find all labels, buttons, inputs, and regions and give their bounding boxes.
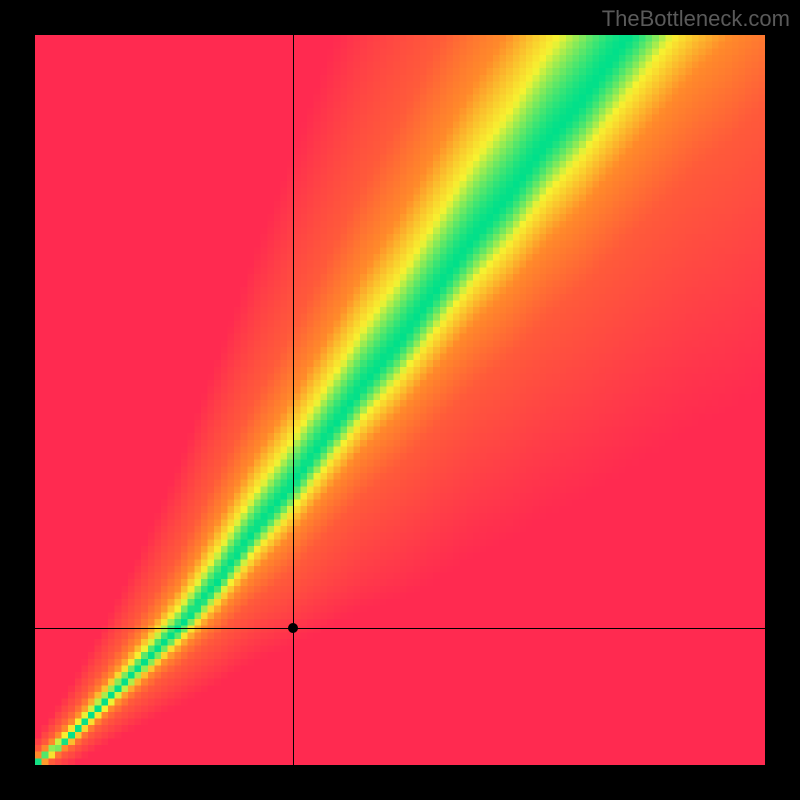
- crosshair-marker: [288, 623, 298, 633]
- crosshair-horizontal: [35, 628, 765, 629]
- crosshair-vertical: [293, 35, 294, 765]
- bottleneck-heatmap: [35, 35, 765, 765]
- heatmap-canvas: [35, 35, 765, 765]
- watermark-text: TheBottleneck.com: [602, 6, 790, 32]
